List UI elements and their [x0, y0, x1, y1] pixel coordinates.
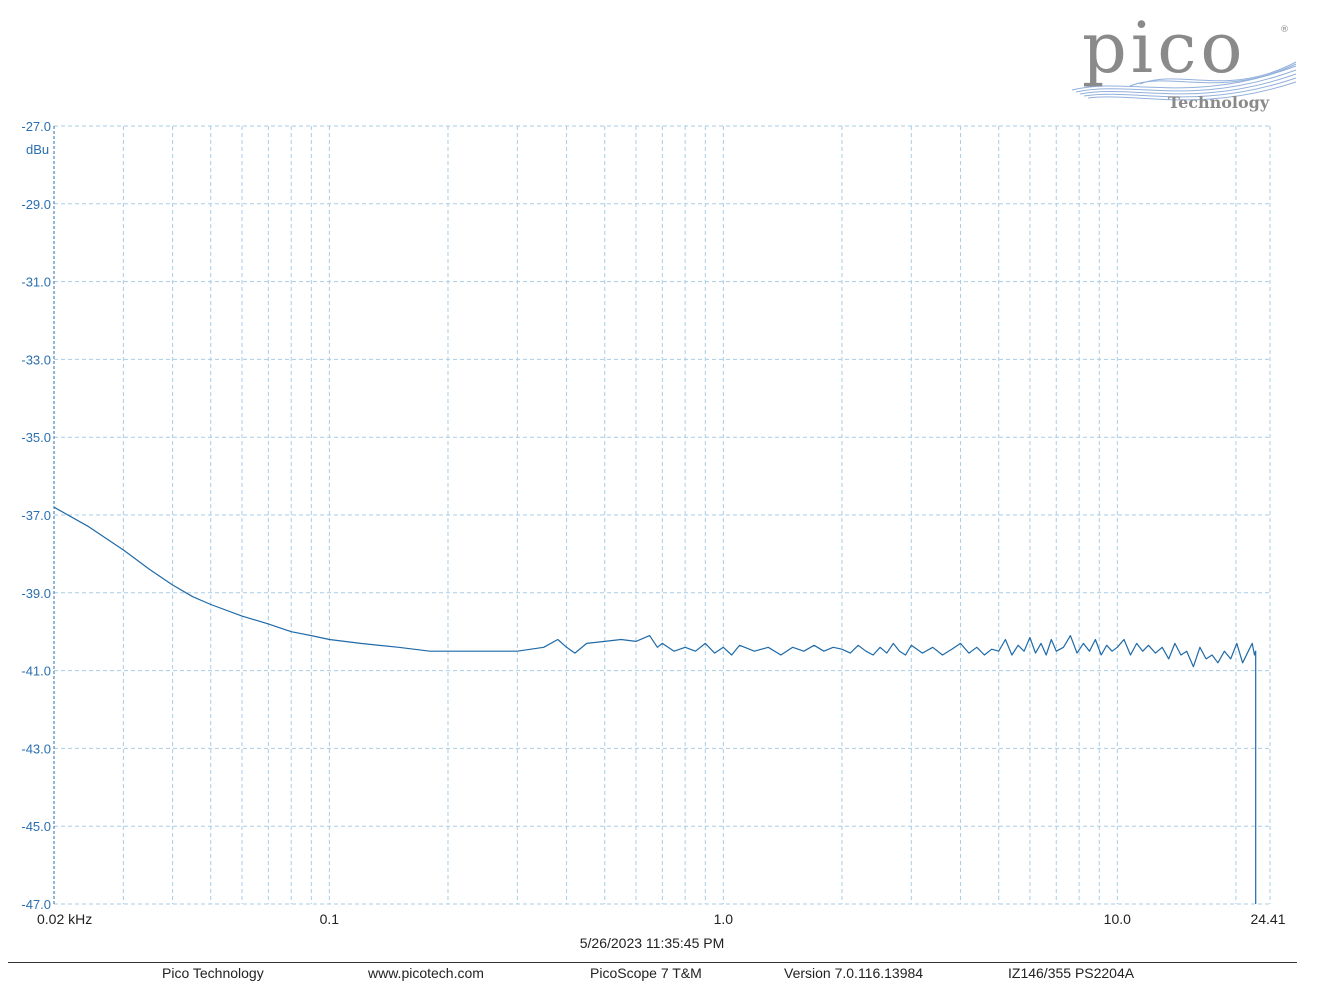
footer-website: www.picotech.com — [368, 965, 484, 981]
y-tick-label: -41.0 — [21, 664, 51, 679]
footer-software: PicoScope 7 T&M — [590, 965, 702, 981]
y-tick-label: -47.0 — [21, 897, 51, 912]
x-tick-label: 0.1 — [320, 911, 340, 927]
pico-technology-logo: pico ® Technology — [1070, 7, 1310, 118]
x-tick-label: 1.0 — [714, 911, 734, 927]
y-tick-label: -27.0 — [21, 119, 51, 134]
logo-wordmark: pico — [1082, 10, 1247, 89]
y-tick-label: -31.0 — [21, 275, 51, 290]
x-tick-labels: 0.02 kHz 0.1 1.0 10.0 24.41 — [37, 911, 1286, 927]
spectrum-chart: -27.0 -29.0 -31.0 -33.0 -35.0 -37.0 -39.0 -41.0… — [21, 119, 1286, 927]
footer-company: Pico Technology — [162, 965, 264, 981]
series-layer — [53, 506, 1257, 904]
y-tick-label: -37.0 — [21, 508, 51, 523]
y-tick-label: -45.0 — [21, 819, 51, 834]
y-tick-label: -33.0 — [21, 352, 51, 367]
grid — [54, 125, 1271, 905]
footer-device: IZ146/355 PS2204A — [1008, 965, 1135, 981]
x-tick-label: 0.02 kHz — [37, 911, 92, 927]
x-tick-label: 10.0 — [1104, 911, 1131, 927]
logo-subtitle: Technology — [1168, 93, 1270, 112]
y-tick-labels: -27.0 -29.0 -31.0 -33.0 -35.0 -37.0 -39.0 -41.0… — [21, 119, 51, 912]
capture-timestamp: 5/26/2023 11:35:45 PM — [579, 935, 725, 951]
y-tick-label: -39.0 — [21, 586, 51, 601]
x-tick-label: 24.41 — [1250, 911, 1285, 927]
y-tick-label: -29.0 — [21, 197, 51, 212]
y-unit-label: dBu — [26, 142, 49, 157]
y-tick-label: -35.0 — [21, 430, 51, 445]
spectrum-series-line — [53, 506, 1257, 904]
y-tick-label: -43.0 — [21, 741, 51, 756]
svg-text:®: ® — [1280, 25, 1289, 35]
footer-version: Version 7.0.116.13984 — [784, 965, 924, 981]
footer-divider — [8, 962, 1297, 963]
